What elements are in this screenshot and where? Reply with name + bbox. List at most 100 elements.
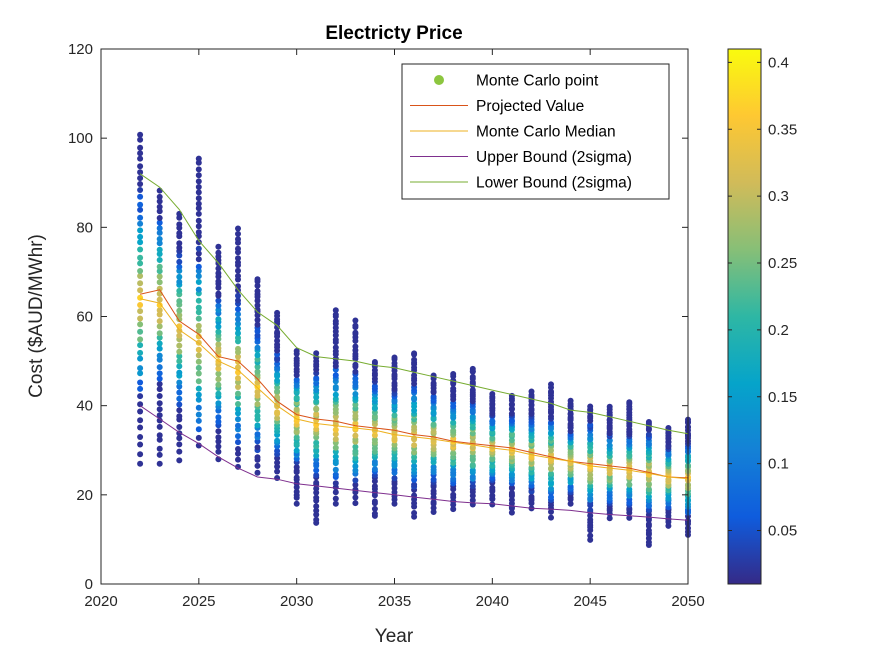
monte-carlo-point: [235, 225, 241, 232]
monte-carlo-point: [411, 481, 418, 488]
monte-carlo-point: [645, 521, 652, 528]
monte-carlo-point: [156, 334, 163, 341]
monte-carlo-point: [313, 503, 320, 510]
monte-carlo-point: [371, 359, 378, 365]
monte-carlo-point: [469, 373, 476, 380]
x-tick-label: 2025: [182, 593, 215, 610]
monte-carlo-point: [352, 432, 359, 439]
monte-carlo-point: [215, 278, 222, 285]
legend-label: Upper Bound (2sigma): [476, 149, 632, 166]
monte-carlo-point: [235, 245, 241, 252]
monte-carlo-point: [137, 408, 144, 415]
monte-carlo-point: [274, 437, 281, 444]
monte-carlo-point: [332, 436, 339, 443]
monte-carlo-point: [156, 198, 163, 205]
monte-carlo-point: [156, 236, 163, 242]
monte-carlo-point: [254, 412, 261, 419]
monte-carlo-point: [137, 355, 144, 362]
monte-carlo-point: [411, 395, 418, 402]
monte-carlo-point: [137, 302, 144, 308]
monte-carlo-point: [195, 159, 202, 166]
monte-carlo-point: [195, 442, 202, 449]
monte-carlo-point: [450, 491, 457, 498]
monte-carlo-point: [430, 464, 437, 470]
monte-carlo-point: [215, 249, 222, 256]
monte-carlo-point: [156, 406, 163, 413]
monte-carlo-point: [235, 292, 241, 299]
monte-carlo-point: [332, 311, 339, 318]
axes: [100, 48, 689, 585]
monte-carlo-point: [235, 353, 241, 360]
monte-carlo-point: [391, 354, 398, 361]
monte-carlo-point: [176, 448, 183, 455]
monte-carlo-point: [195, 378, 202, 385]
monte-carlo-point: [195, 195, 202, 202]
monte-carlo-point: [156, 381, 163, 387]
monte-carlo-point: [137, 370, 144, 377]
monte-carlo-point: [215, 370, 222, 377]
monte-carlo-point: [215, 316, 222, 323]
monte-carlo-point: [215, 381, 222, 388]
monte-carlo-point: [587, 536, 594, 543]
monte-carlo-point: [332, 444, 339, 451]
monte-carlo-point: [137, 308, 144, 315]
monte-carlo-point: [215, 400, 222, 407]
monte-carlo-point: [195, 256, 202, 263]
monte-carlo-point: [391, 500, 398, 507]
monte-carlo-point: [430, 414, 437, 421]
monte-carlo-point: [235, 390, 241, 397]
legend-label: Monte Carlo Median: [476, 124, 616, 141]
monte-carlo-point: [215, 297, 222, 304]
monte-carlo-point: [176, 348, 183, 355]
monte-carlo-point: [235, 422, 241, 429]
monte-carlo-point: [411, 356, 418, 363]
monte-carlo-point: [313, 426, 320, 433]
monte-carlo-point: [626, 481, 633, 488]
monte-carlo-point: [195, 315, 202, 322]
monte-carlo-point: [156, 225, 163, 232]
monte-carlo-point: [411, 463, 418, 469]
monte-carlo-point: [489, 435, 496, 442]
monte-carlo-point: [176, 379, 183, 386]
monte-carlo-point: [254, 422, 261, 429]
monte-carlo-point: [235, 230, 241, 237]
monte-carlo-points: [137, 131, 691, 548]
monte-carlo-point: [254, 276, 261, 283]
monte-carlo-point: [235, 334, 241, 341]
monte-carlo-point: [469, 365, 476, 372]
monte-carlo-point: [195, 229, 202, 236]
monte-carlo-point: [137, 424, 144, 431]
monte-carlo-point: [137, 150, 144, 157]
monte-carlo-point: [352, 343, 359, 350]
monte-carlo-point: [156, 240, 163, 247]
monte-carlo-point: [430, 476, 437, 483]
monte-carlo-point: [176, 441, 183, 448]
monte-carlo-point: [137, 434, 144, 440]
monte-carlo-point: [176, 413, 183, 420]
monte-carlo-point: [274, 448, 281, 454]
monte-carlo-point: [469, 483, 476, 490]
monte-carlo-point: [176, 312, 183, 319]
monte-carlo-point: [176, 252, 183, 259]
monte-carlo-point: [195, 155, 202, 162]
monte-carlo-point: [274, 329, 281, 336]
monte-carlo-point: [411, 350, 418, 357]
monte-carlo-point: [391, 475, 398, 482]
monte-carlo-point: [215, 443, 222, 450]
monte-carlo-point: [332, 396, 339, 402]
y-tick-label: 120: [68, 41, 93, 58]
monte-carlo-point: [156, 432, 163, 439]
monte-carlo-point: [176, 221, 183, 228]
monte-carlo-point: [254, 288, 261, 295]
monte-carlo-point: [156, 375, 163, 382]
monte-carlo-point: [137, 385, 144, 392]
monte-carlo-point: [195, 404, 202, 411]
monte-carlo-point: [215, 290, 222, 297]
monte-carlo-point: [156, 364, 163, 371]
monte-carlo-point: [293, 348, 300, 354]
monte-carlo-point: [528, 388, 535, 395]
monte-carlo-point: [332, 480, 339, 487]
monte-carlo-point: [567, 500, 574, 507]
monte-carlo-point: [195, 322, 202, 329]
monte-carlo-point: [391, 441, 398, 448]
